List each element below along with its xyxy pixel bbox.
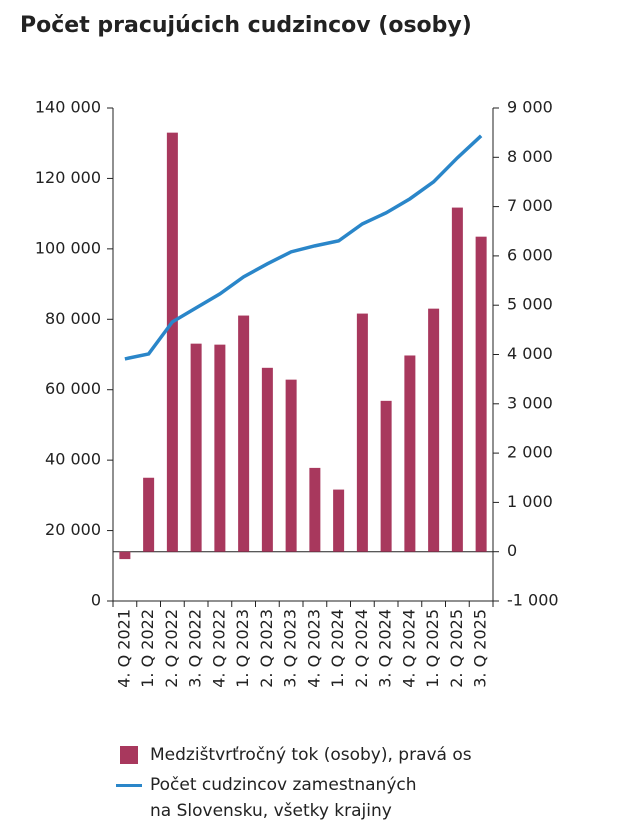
y-tick-label: 0	[91, 591, 101, 610]
y-tick-label: 60 000	[45, 379, 101, 398]
x-tick-label: 2. Q 2025	[447, 609, 466, 688]
x-tick-label: 4. Q 2024	[399, 609, 418, 688]
bar	[190, 343, 202, 552]
x-tick-label: 1. Q 2023	[233, 609, 252, 688]
bar	[428, 308, 440, 552]
bar	[119, 551, 131, 560]
bar	[380, 400, 392, 552]
y2-tick-label: 7 000	[507, 196, 553, 215]
y2-tick-label: 8 000	[507, 147, 553, 166]
bar	[356, 313, 368, 552]
bar	[333, 489, 345, 552]
chart-title: Počet pracujúcich cudzincov (osoby)	[20, 13, 472, 38]
bar	[475, 236, 487, 552]
y2-tick-label: 4 000	[507, 344, 553, 363]
x-tick-label: 4. Q 2023	[304, 609, 323, 688]
bar	[143, 477, 155, 552]
bar	[285, 379, 297, 552]
line	[124, 134, 483, 361]
y-tick-label: 20 000	[45, 520, 101, 539]
bar	[309, 467, 321, 552]
bar	[166, 132, 178, 552]
y2-tick-label: 5 000	[507, 295, 553, 314]
bar	[261, 367, 273, 552]
legend-swatch	[120, 746, 138, 764]
y2-tick-label: 1 000	[507, 492, 553, 511]
x-tick-label: 1. Q 2024	[328, 609, 347, 688]
chart: Počet pracujúcich cudzincov (osoby) 0 20 …	[20, 13, 559, 688]
legend-item: Medzištvrťročný tok (osoby), pravá os	[120, 742, 570, 768]
legend: Medzištvrťročný tok (osoby), pravá os Poč…	[116, 742, 570, 828]
y2-tick-label: 9 000	[507, 98, 553, 117]
x-tick-label: 3. Q 2022	[186, 609, 205, 688]
x-tick-label: 4. Q 2022	[209, 609, 228, 688]
bar	[404, 355, 416, 552]
y-tick-label: 100 000	[35, 238, 101, 257]
y-tick-label: 120 000	[35, 168, 101, 187]
legend-label: Medzištvrťročný tok (osoby), pravá os	[150, 745, 472, 765]
y2-tick-label: 6 000	[507, 245, 553, 264]
x-tick-label: 3. Q 2025	[471, 609, 490, 688]
legend-swatch	[116, 784, 142, 787]
x-tick-label: 3. Q 2024	[376, 609, 395, 688]
x-tick-label: 2. Q 2023	[257, 609, 276, 688]
y-tick-label: 40 000	[45, 450, 101, 469]
y-tick-label: 80 000	[45, 309, 101, 328]
x-tick-label: 2. Q 2022	[162, 609, 181, 688]
x-tick-label: 4. Q 2021	[114, 609, 133, 688]
bar	[238, 315, 250, 552]
x-tick-label: 1. Q 2022	[138, 609, 157, 688]
legend-item: Počet cudzincov zamestnaných na Slovensk…	[116, 772, 570, 824]
y2-tick-label: 3 000	[507, 393, 553, 412]
x-tick-label: 1. Q 2025	[423, 609, 442, 688]
bar	[214, 344, 226, 552]
bar	[451, 207, 463, 552]
legend-label: Počet cudzincov zamestnaných na Slovensk…	[150, 775, 417, 821]
y-tick-label: 140 000	[35, 98, 101, 117]
y2-tick-label: 2 000	[507, 443, 553, 462]
x-tick-label: 2. Q 2024	[352, 609, 371, 688]
y2-tick-label: -1 000	[507, 591, 559, 610]
x-tick-label: 3. Q 2023	[281, 609, 300, 688]
y2-tick-label: 0	[507, 541, 517, 560]
